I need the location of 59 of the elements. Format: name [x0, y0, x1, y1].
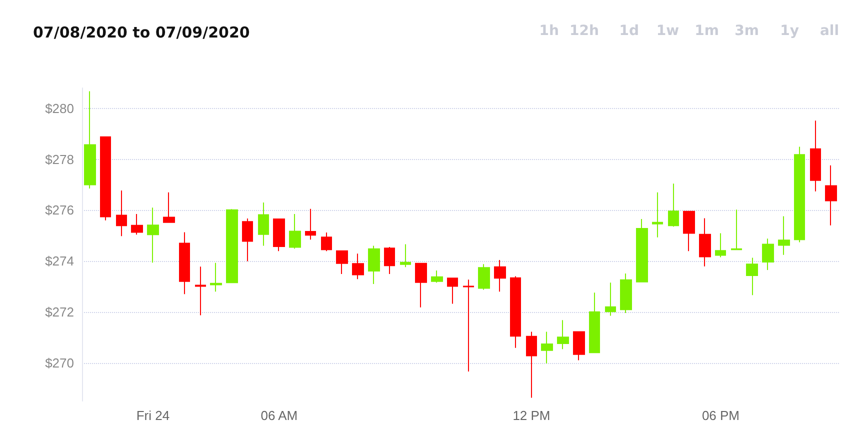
candlestick — [510, 276, 521, 348]
candlestick — [526, 331, 537, 398]
candlestick — [336, 250, 348, 275]
candlestick — [762, 238, 774, 270]
chart-title: 07/08/2020 to 07/09/2020 — [33, 24, 250, 42]
x-tick-label: 12 PM — [512, 408, 550, 423]
candlestick — [463, 279, 474, 372]
candlestick — [368, 245, 380, 284]
candlestick — [541, 331, 553, 364]
x-tick-label: 06 PM — [702, 408, 740, 423]
candlestick — [810, 120, 821, 192]
y-tick-label: $280 — [45, 100, 74, 116]
candlestick — [226, 208, 238, 284]
candlestick — [415, 262, 427, 308]
candlestick — [636, 218, 648, 282]
candlestick — [400, 244, 411, 268]
candlestick — [163, 192, 175, 223]
candlestick — [494, 260, 506, 292]
candlestick — [384, 246, 395, 275]
candlestick — [557, 320, 569, 350]
candlestick — [825, 164, 837, 226]
y-tick-label: $278 — [45, 152, 74, 167]
candlestick — [258, 202, 269, 246]
candlestick — [116, 190, 127, 237]
candlestick — [746, 257, 758, 296]
candlestick — [431, 270, 443, 284]
y-tick-label: $270 — [45, 355, 74, 370]
candlestick — [478, 264, 490, 290]
candlestick — [683, 210, 695, 252]
x-tick-label: 06 AM — [260, 408, 298, 423]
candlestick — [305, 208, 316, 240]
candlestick — [289, 213, 301, 250]
y-tick-label: $274 — [45, 254, 74, 269]
candlestick — [668, 183, 679, 228]
candlestick — [273, 218, 285, 252]
candlestick — [699, 218, 711, 267]
candlestick — [147, 207, 159, 264]
candlestick — [447, 278, 458, 304]
candlestick — [573, 331, 585, 361]
y-tick-label: $276 — [45, 202, 74, 218]
candlestick — [179, 232, 190, 295]
candlestick — [652, 192, 663, 238]
candlestick — [778, 216, 790, 256]
candlestick — [242, 218, 253, 262]
candlestick — [100, 136, 111, 221]
candlestick — [794, 146, 805, 243]
candlestick — [731, 209, 742, 250]
candlestick — [352, 253, 364, 280]
y-tick-label: $272 — [45, 304, 74, 320]
candlestick — [321, 232, 332, 252]
x-tick-label: Fri 24 — [136, 408, 170, 423]
candlestick — [620, 273, 632, 314]
candlestick — [195, 266, 206, 316]
candlestick — [210, 262, 222, 292]
candlestick — [131, 213, 143, 236]
candlestick — [84, 90, 96, 190]
candlestick — [715, 232, 726, 258]
candlestick — [605, 282, 616, 316]
candlestick — [589, 292, 600, 354]
